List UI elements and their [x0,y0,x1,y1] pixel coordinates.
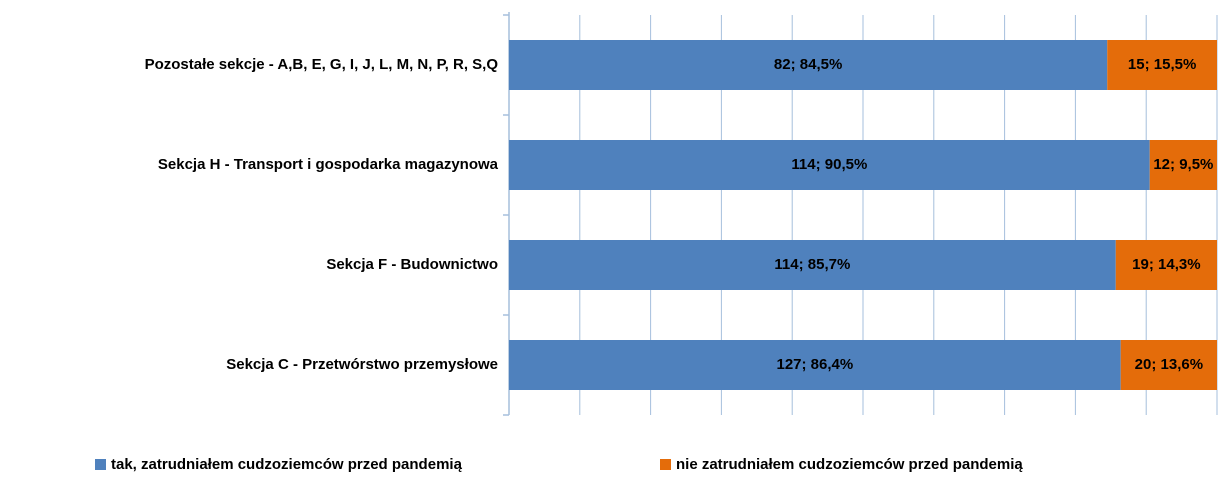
data-label: 114; 85,7% [774,256,850,273]
data-label: 20; 13,6% [1135,356,1203,373]
bar-segment [1115,240,1217,290]
y-tick-label: Pozostałe sekcje - A,B, E, G, I, J, L, M… [145,56,499,73]
y-tick-label: Sekcja H - Transport i gospodarka magazy… [158,156,499,173]
data-label: 15; 15,5% [1128,56,1196,73]
y-tick-label: Sekcja C - Przetwórstwo przemysłowe [226,356,498,373]
y-tick-label: Sekcja F - Budownictwo [326,256,498,273]
bar-segment [509,240,1116,290]
legend-label: nie zatrudniałem cudzoziemców przed pand… [676,456,1023,473]
bar-segment [1107,40,1217,90]
bar-segment [509,140,1150,190]
legend-swatch [660,459,671,470]
legend-swatch [95,459,106,470]
data-label: 127; 86,4% [776,356,853,373]
bar-segment [509,40,1108,90]
data-label: 12; 9,5% [1153,156,1213,173]
data-label: 19; 14,3% [1132,256,1200,273]
data-label: 114; 90,5% [791,156,867,173]
legend-label: tak, zatrudniałem cudzoziemców przed pan… [111,456,463,473]
bar-segment [509,340,1121,390]
bar-segment [1149,140,1217,190]
data-label: 82; 84,5% [774,56,842,73]
bar-segment [1120,340,1217,390]
